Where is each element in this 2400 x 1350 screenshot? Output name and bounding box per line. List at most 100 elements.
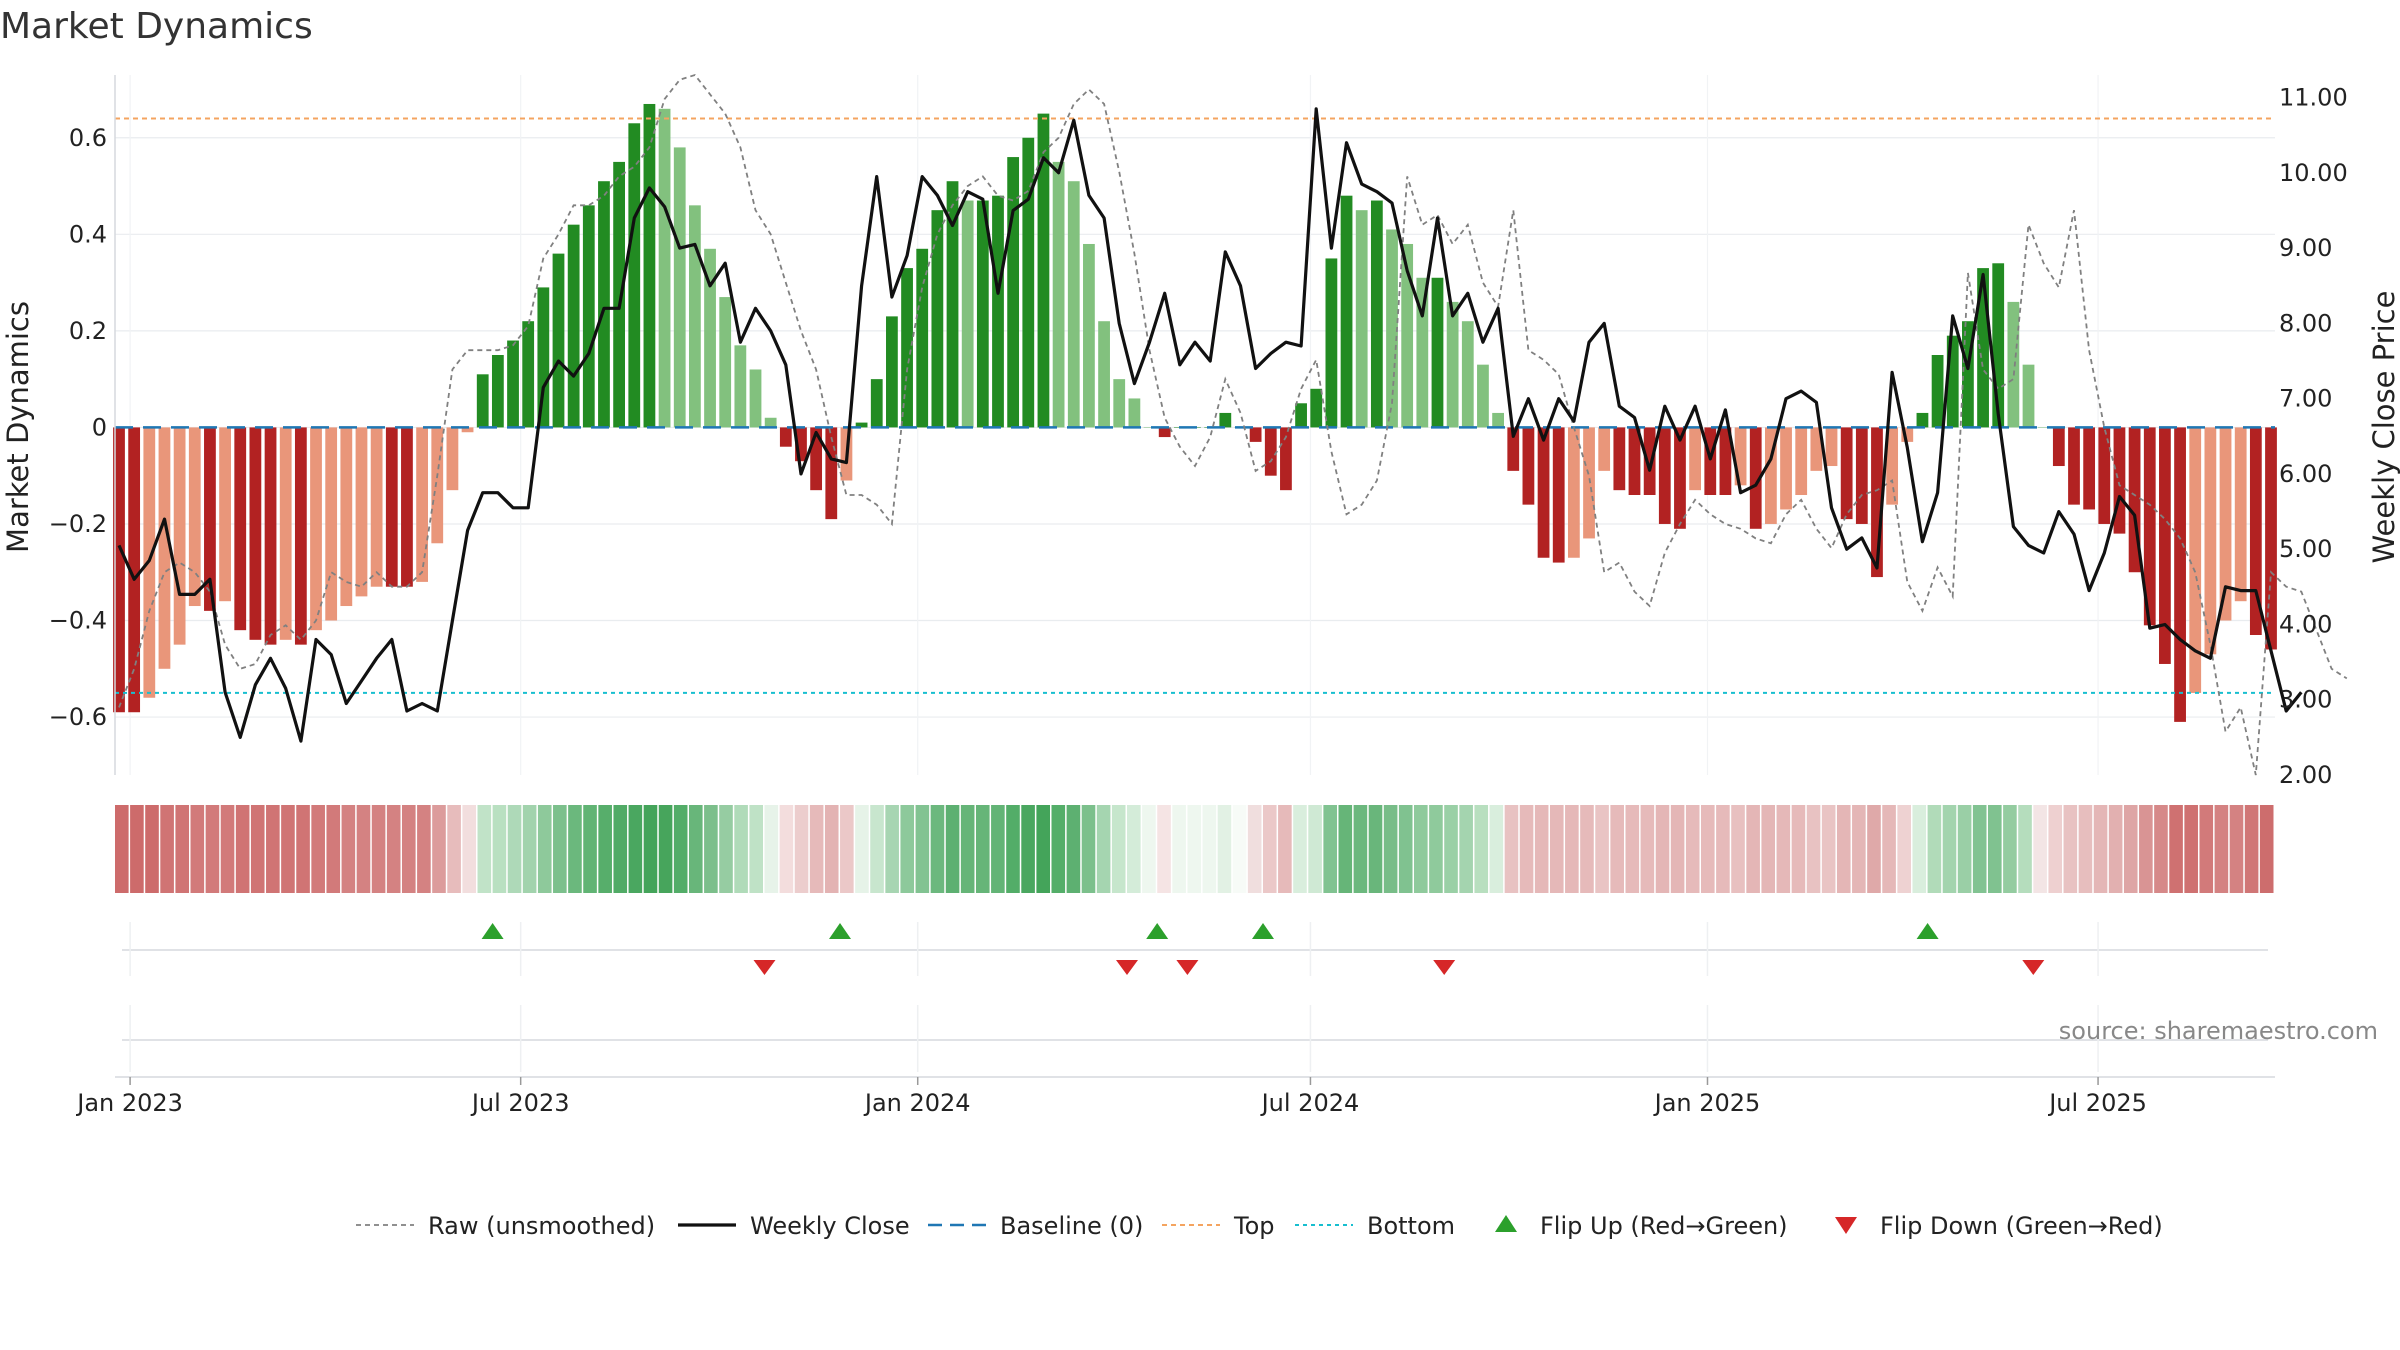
bar	[567, 224, 580, 428]
bar	[1158, 427, 1171, 438]
regime-strip	[115, 805, 2274, 893]
strip-cell	[417, 805, 431, 893]
bar	[749, 369, 762, 428]
left-tick-label: 0.4	[69, 220, 107, 248]
strip-cell	[296, 805, 310, 893]
strip-cell	[1444, 805, 1458, 893]
bar	[901, 268, 913, 428]
strip-cell	[371, 805, 386, 893]
flip-up-marker	[481, 923, 504, 939]
strip-cell	[1262, 805, 1277, 893]
bar	[1477, 364, 1489, 428]
x-tick-label: Jan 2024	[863, 1089, 971, 1117]
bar	[1249, 427, 1262, 442]
bar	[976, 200, 989, 428]
strip-cell	[764, 805, 779, 893]
bar	[1901, 427, 1914, 442]
bar	[431, 427, 444, 544]
strip-cell	[1836, 805, 1851, 893]
strip-cell	[991, 805, 1005, 893]
bar	[598, 181, 610, 428]
bar	[1977, 268, 1989, 428]
strip-cell	[1368, 805, 1383, 893]
bar	[1613, 427, 1626, 491]
legend-label: Raw (unsmoothed)	[428, 1212, 655, 1240]
bar	[719, 297, 732, 428]
bar	[1098, 321, 1110, 428]
bar	[173, 427, 186, 645]
right-tick-label: 2.00	[2279, 761, 2332, 789]
strip-cell	[1731, 805, 1745, 893]
strip-cell	[1202, 805, 1217, 893]
strip-cell	[658, 805, 673, 893]
bar	[1022, 137, 1035, 428]
bar	[810, 427, 823, 491]
bar	[992, 195, 1004, 428]
bar	[264, 427, 277, 645]
left-axis-label: Market Dynamics	[1, 301, 35, 553]
bar	[385, 427, 398, 587]
bar	[1704, 427, 1717, 495]
bar	[355, 427, 368, 597]
flip-up-marker	[1146, 923, 1169, 939]
bar	[1552, 427, 1565, 563]
strip-cell	[734, 805, 748, 893]
strip-cell	[1580, 805, 1594, 893]
bar	[2265, 427, 2277, 650]
strip-cell	[492, 805, 507, 893]
strip-cell	[1111, 805, 1126, 893]
bar	[2083, 427, 2096, 510]
strip-cell	[2018, 805, 2032, 893]
strip-cell	[311, 805, 325, 893]
bar	[1946, 335, 1959, 428]
bar	[446, 427, 459, 491]
bar	[234, 427, 247, 631]
strip-cell	[2033, 805, 2047, 893]
bar	[1628, 427, 1641, 495]
strip-cell	[205, 805, 220, 893]
strip-cell	[401, 805, 416, 893]
strip-cell	[115, 805, 129, 893]
x-tick-label: Jul 2023	[470, 1089, 570, 1117]
strip-cell	[885, 805, 899, 893]
bar	[2174, 427, 2186, 722]
bottom-panel	[122, 1005, 2268, 1072]
right-tick-label: 10.00	[2279, 159, 2348, 187]
right-tick-label: 9.00	[2279, 234, 2332, 262]
strip-cell	[1565, 805, 1579, 893]
strip-cell	[1882, 805, 1896, 893]
strip-cell	[779, 805, 794, 893]
bar	[1052, 161, 1065, 428]
left-tick-label: −0.4	[49, 607, 107, 635]
bar	[825, 427, 838, 520]
strip-cell	[960, 805, 975, 893]
strip-cell	[250, 805, 265, 893]
strip-cell	[1776, 805, 1791, 893]
bar	[522, 321, 535, 428]
strip-cell	[1398, 805, 1413, 893]
strip-cell	[688, 805, 703, 893]
flip-down-marker	[2022, 960, 2045, 975]
strip-cell	[945, 805, 960, 893]
bar	[2159, 427, 2171, 664]
strip-cell	[2199, 805, 2214, 893]
strip-cell	[1655, 805, 1670, 893]
bar	[1340, 195, 1353, 428]
bar	[704, 248, 716, 428]
strip-cell	[1247, 805, 1262, 893]
bar	[249, 427, 262, 640]
strip-cell	[432, 805, 446, 893]
bar	[2143, 427, 2156, 626]
strip-cell	[809, 805, 824, 893]
strip-cell	[1081, 805, 1096, 893]
bar	[1083, 243, 1095, 428]
left-axis: −0.6 −0.4 −0.2 0 0.2 0.4 0.6	[49, 75, 116, 775]
strip-cell	[719, 805, 733, 893]
bar	[219, 427, 231, 602]
bar	[1280, 427, 1292, 491]
strip-cell	[1036, 805, 1050, 893]
bar	[2189, 427, 2202, 693]
bar	[1295, 403, 1307, 428]
bar	[416, 427, 428, 582]
flip-panel	[122, 922, 2268, 976]
